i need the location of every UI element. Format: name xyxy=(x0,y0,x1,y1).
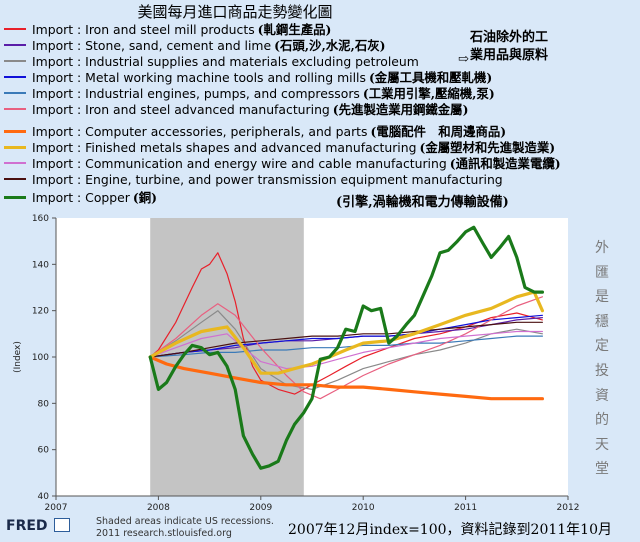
legend-item: Import : Copper (銅) xyxy=(4,189,157,205)
recession-note-line2: 2011 research.stlouisfed.org xyxy=(96,528,232,539)
series-line xyxy=(149,321,544,358)
legend-item: Import : Communication and energy wire a… xyxy=(4,155,561,171)
legend-label: Import : Finished metals shapes and adva… xyxy=(32,139,417,155)
legend-item: Import : Metal working machine tools and… xyxy=(4,69,492,85)
y-tick-label: 40 xyxy=(38,492,50,502)
vertical-note-char: 天 xyxy=(595,436,609,453)
vertical-note-char: 是 xyxy=(595,289,609,306)
x-tick-label: 2011 xyxy=(454,503,477,513)
series-line xyxy=(148,225,545,470)
legend-note: (工業用引擎,壓縮機,泵) xyxy=(362,86,495,101)
engine-note: (引擎,渦輪機和電力傳輸設備) xyxy=(336,195,509,210)
vertical-note-char: 穩 xyxy=(595,313,609,330)
recession-note: Shaded areas indicate US recessions. 201… xyxy=(96,516,274,540)
petroleum-note-line2: 業用品與原料 xyxy=(470,48,549,63)
vertical-note-char: 匯 xyxy=(595,264,609,281)
legend-label: Import : Iron and steel mill products xyxy=(32,21,255,37)
index-note: 2007年12月index=100，資料記錄到2011年10月 xyxy=(288,522,612,538)
petroleum-note-line1: 石油除外的工 xyxy=(470,30,549,45)
recession-shading xyxy=(150,218,304,496)
legend-note: (電腦配件 和周邊商品) xyxy=(370,124,507,139)
legend-swatch xyxy=(4,60,26,62)
vertical-note-char: 的 xyxy=(595,412,609,429)
legend-swatch xyxy=(4,28,26,30)
y-tick-label: 80 xyxy=(38,399,50,409)
legend-label: Import : Metal working machine tools and… xyxy=(32,69,366,85)
plot-area xyxy=(56,218,568,496)
y-tick-label: 160 xyxy=(32,214,49,224)
legend-item: Import : Engine, turbine, and power tran… xyxy=(4,171,503,187)
series-line xyxy=(148,290,545,375)
legend-swatch xyxy=(4,44,26,46)
legend-note: (金屬工具機和壓軋機) xyxy=(368,70,493,85)
legend-note: (石頭,沙,水泥,石灰) xyxy=(274,38,386,53)
legend-note: (通訊和製造業電纜) xyxy=(449,156,561,171)
legend-item: Import : Industrial engines, pumps, and … xyxy=(4,85,495,101)
legend-note: (軋鋼生產品) xyxy=(257,22,332,37)
x-tick-label: 2009 xyxy=(249,503,272,513)
legend-item: Import : Stone, sand, cement and lime (石頭… xyxy=(4,37,386,53)
series-line xyxy=(149,296,544,400)
legend-label: Import : Communication and energy wire a… xyxy=(32,155,447,171)
vertical-note: 外匯是穩定投資的天堂 xyxy=(590,236,614,482)
legend-label: Import : Industrial supplies and materia… xyxy=(32,53,419,69)
x-tick-label: 2010 xyxy=(352,503,375,513)
series-line xyxy=(149,314,544,358)
legend-label: Import : Engine, turbine, and power tran… xyxy=(32,171,503,187)
y-tick-label: 60 xyxy=(38,446,50,456)
vertical-note-char: 堂 xyxy=(595,461,609,478)
legend-swatch xyxy=(4,178,26,180)
legend-swatch xyxy=(4,129,26,133)
x-tick-label: 2007 xyxy=(45,503,68,513)
legend-swatch xyxy=(4,162,26,164)
vertical-note-char: 資 xyxy=(595,387,609,404)
vertical-note-char: 定 xyxy=(595,338,609,355)
chart-title: 美國每月進口商品走勢變化圖 xyxy=(137,3,333,21)
legend-item: Import : Computer accessories, periphera… xyxy=(4,123,506,139)
y-tick-label: 120 xyxy=(32,307,49,317)
legend-item: Import : Iron and steel mill products (軋鋼… xyxy=(4,21,331,37)
y-tick-label: 100 xyxy=(32,353,49,363)
legend-swatch xyxy=(4,108,26,110)
legend-note: (金屬塑材和先進製造業) xyxy=(419,140,556,155)
legend-swatch xyxy=(4,76,26,78)
vertical-note-char: 投 xyxy=(595,362,609,379)
legend-label: Import : Copper xyxy=(32,189,130,205)
series-line xyxy=(148,355,545,401)
legend-label: Import : Industrial engines, pumps, and … xyxy=(32,85,360,101)
arrow-right-icon: ⇨ xyxy=(458,52,469,67)
legend-item: Import : Finished metals shapes and adva… xyxy=(4,139,555,155)
legend-label: Import : Iron and steel advanced manufac… xyxy=(32,101,330,117)
y-tick-label: 140 xyxy=(32,260,49,270)
vertical-note-char: 外 xyxy=(595,240,609,256)
series-line xyxy=(149,252,544,395)
legend-label: Import : Computer accessories, periphera… xyxy=(32,123,368,139)
legend-swatch xyxy=(4,92,26,94)
x-tick-label: 2008 xyxy=(147,503,170,513)
fred-logo: FRED xyxy=(6,518,48,534)
legend-item: Import : Iron and steel advanced manufac… xyxy=(4,101,468,117)
y-axis-label: (Index) xyxy=(13,341,23,373)
recession-note-line1: Shaded areas indicate US recessions. xyxy=(96,516,274,527)
legend-note: (銅) xyxy=(132,190,157,205)
legend-item: Import : Industrial supplies and materia… xyxy=(4,53,419,69)
legend-swatch xyxy=(4,195,26,199)
legend-note: (先進製造業用鋼鐵金屬) xyxy=(332,102,469,117)
x-tick-label: 2012 xyxy=(557,503,580,513)
legend-swatch xyxy=(4,145,26,149)
chart-logo-icon xyxy=(54,518,70,532)
legend-label: Import : Stone, sand, cement and lime xyxy=(32,37,272,53)
footer: FRED Shaded areas indicate US recessions… xyxy=(0,514,640,542)
series-line xyxy=(149,330,544,370)
